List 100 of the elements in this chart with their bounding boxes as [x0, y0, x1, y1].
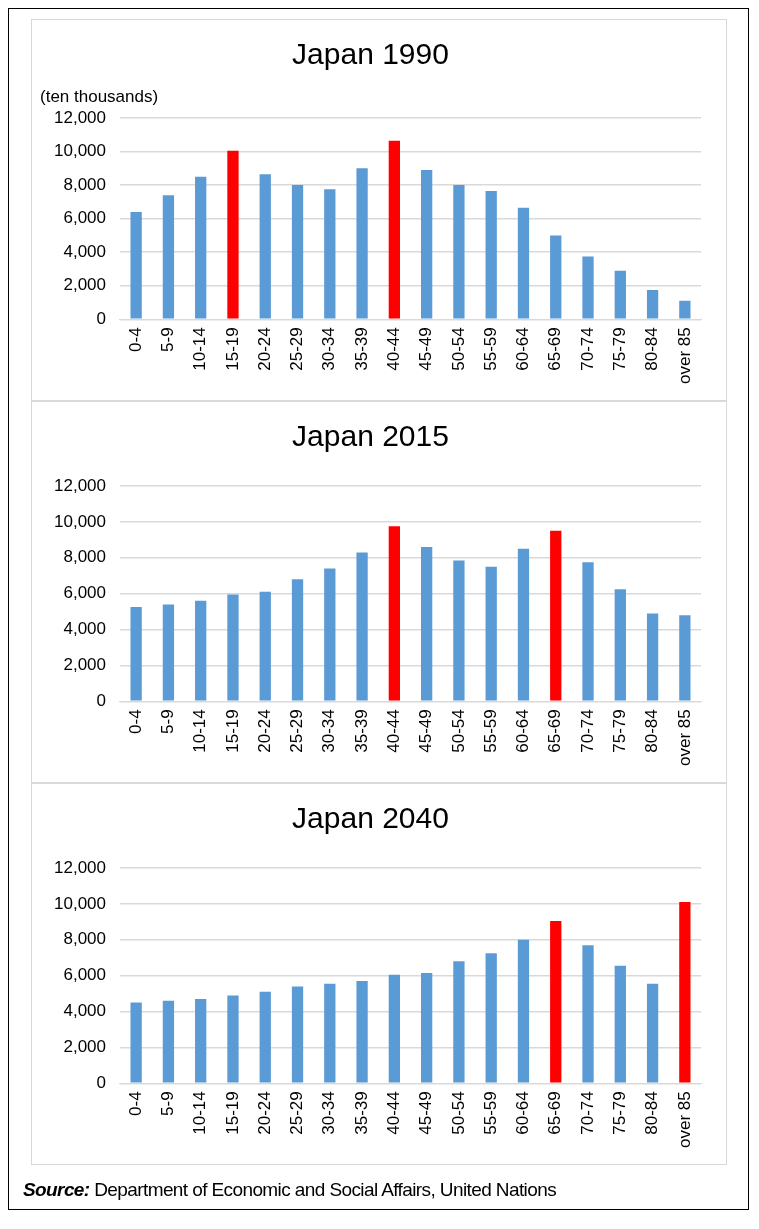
bar: [388, 526, 400, 701]
chart-title: Japan 2040: [291, 801, 449, 835]
bar: [259, 591, 271, 701]
x-tick-label: 65-69: [544, 1091, 564, 1135]
x-tick-label: 70-74: [577, 1091, 597, 1135]
bar: [549, 920, 561, 1083]
bar: [452, 961, 465, 1083]
x-tick-label: 20-24: [254, 327, 274, 371]
bar: [226, 995, 239, 1083]
x-tick-label: 40-44: [383, 327, 403, 371]
bar: [355, 552, 368, 701]
bar: [259, 991, 271, 1083]
x-tick-label: 55-59: [480, 1091, 500, 1135]
bar: [549, 530, 561, 701]
x-tick-label: 50-54: [448, 709, 468, 753]
x-tick-label: 70-74: [577, 709, 597, 753]
y-tick-label: 6,000: [62, 965, 106, 985]
y-tick-label: 4,000: [62, 1001, 106, 1021]
bar: [226, 150, 239, 319]
x-tick-label: 30-34: [318, 1091, 338, 1135]
bar: [581, 562, 594, 701]
bar: [517, 548, 529, 701]
x-tick-label: 15-19: [222, 1091, 242, 1135]
bar: [581, 945, 594, 1083]
bar: [420, 972, 432, 1083]
bar: [420, 170, 432, 319]
x-tick-label: 60-64: [512, 709, 532, 753]
x-tick-label: 25-29: [286, 327, 306, 371]
x-tick-label: 70-74: [577, 327, 597, 371]
bar: [162, 195, 174, 319]
bar: [549, 235, 561, 319]
bar: [291, 986, 303, 1083]
bar: [517, 939, 529, 1083]
bar: [420, 547, 432, 701]
x-tick-label: 80-84: [641, 709, 661, 753]
x-tick-label: 45-49: [415, 327, 435, 371]
bar: [517, 207, 529, 319]
x-tick-label: over 85: [674, 709, 694, 766]
bar: [323, 983, 335, 1083]
x-tick-label: 75-79: [609, 327, 629, 371]
x-tick-label: 15-19: [222, 709, 242, 753]
x-tick-label: over 85: [674, 327, 694, 384]
bar: [646, 289, 658, 319]
x-tick-label: 35-39: [351, 1091, 371, 1135]
y-tick-label: 10,000: [53, 511, 106, 531]
y-tick-label: 8,000: [62, 929, 106, 949]
y-tick-label: 2,000: [62, 275, 106, 295]
x-tick-label: 60-64: [512, 327, 532, 371]
bar: [226, 594, 239, 701]
y-tick-label: 6,000: [62, 583, 106, 603]
y-tick-label: 10,000: [53, 893, 106, 913]
x-tick-label: 10-14: [189, 1091, 209, 1135]
bar: [355, 981, 368, 1083]
bar: [485, 566, 497, 701]
bar: [194, 998, 206, 1083]
x-tick-label: 50-54: [448, 1091, 468, 1135]
bar: [614, 589, 626, 701]
x-tick-label: 0-4: [125, 709, 145, 734]
x-tick-label: 65-69: [544, 709, 564, 753]
bar: [388, 140, 400, 319]
x-tick-label: 10-14: [189, 327, 209, 371]
bar: [485, 190, 497, 319]
bar: [581, 256, 594, 319]
bar: [614, 270, 626, 319]
source-note: Source: Department of Economic and Social Affairs, United Nations: [23, 1179, 557, 1200]
x-tick-label: 0-4: [125, 1091, 145, 1116]
x-tick-label: 45-49: [415, 709, 435, 753]
y-tick-label: 2,000: [62, 1037, 106, 1057]
bar: [323, 189, 335, 319]
bar: [485, 953, 497, 1083]
x-tick-label: 80-84: [641, 1091, 661, 1135]
bar: [678, 300, 691, 319]
y-axis-title: (ten thousands): [39, 87, 158, 107]
x-tick-label: 15-19: [222, 327, 242, 371]
bar: [355, 168, 368, 319]
y-tick-label: 8,000: [62, 547, 106, 567]
bar: [291, 579, 303, 701]
bar: [388, 974, 400, 1083]
bar: [194, 600, 206, 701]
bar: [194, 176, 206, 319]
y-tick-label: 4,000: [62, 241, 106, 261]
x-tick-label: 20-24: [254, 709, 274, 753]
bar: [614, 965, 626, 1083]
bar: [162, 604, 174, 701]
x-tick-label: 20-24: [254, 1091, 274, 1135]
x-tick-label: 25-29: [286, 709, 306, 753]
x-tick-label: 35-39: [351, 709, 371, 753]
y-tick-label: 0: [96, 1072, 106, 1092]
x-tick-label: 10-14: [189, 709, 209, 753]
chart-title: Japan 2015: [291, 419, 449, 453]
bar: [646, 983, 658, 1083]
x-tick-label: 5-9: [157, 1091, 177, 1116]
x-tick-label: 45-49: [415, 1091, 435, 1135]
x-tick-label: over 85: [674, 1091, 694, 1148]
bar: [452, 185, 465, 319]
y-tick-label: 2,000: [62, 655, 106, 675]
x-tick-label: 65-69: [544, 327, 564, 371]
y-tick-label: 10,000: [53, 141, 106, 161]
x-tick-label: 25-29: [286, 1091, 306, 1135]
x-tick-label: 40-44: [383, 709, 403, 753]
